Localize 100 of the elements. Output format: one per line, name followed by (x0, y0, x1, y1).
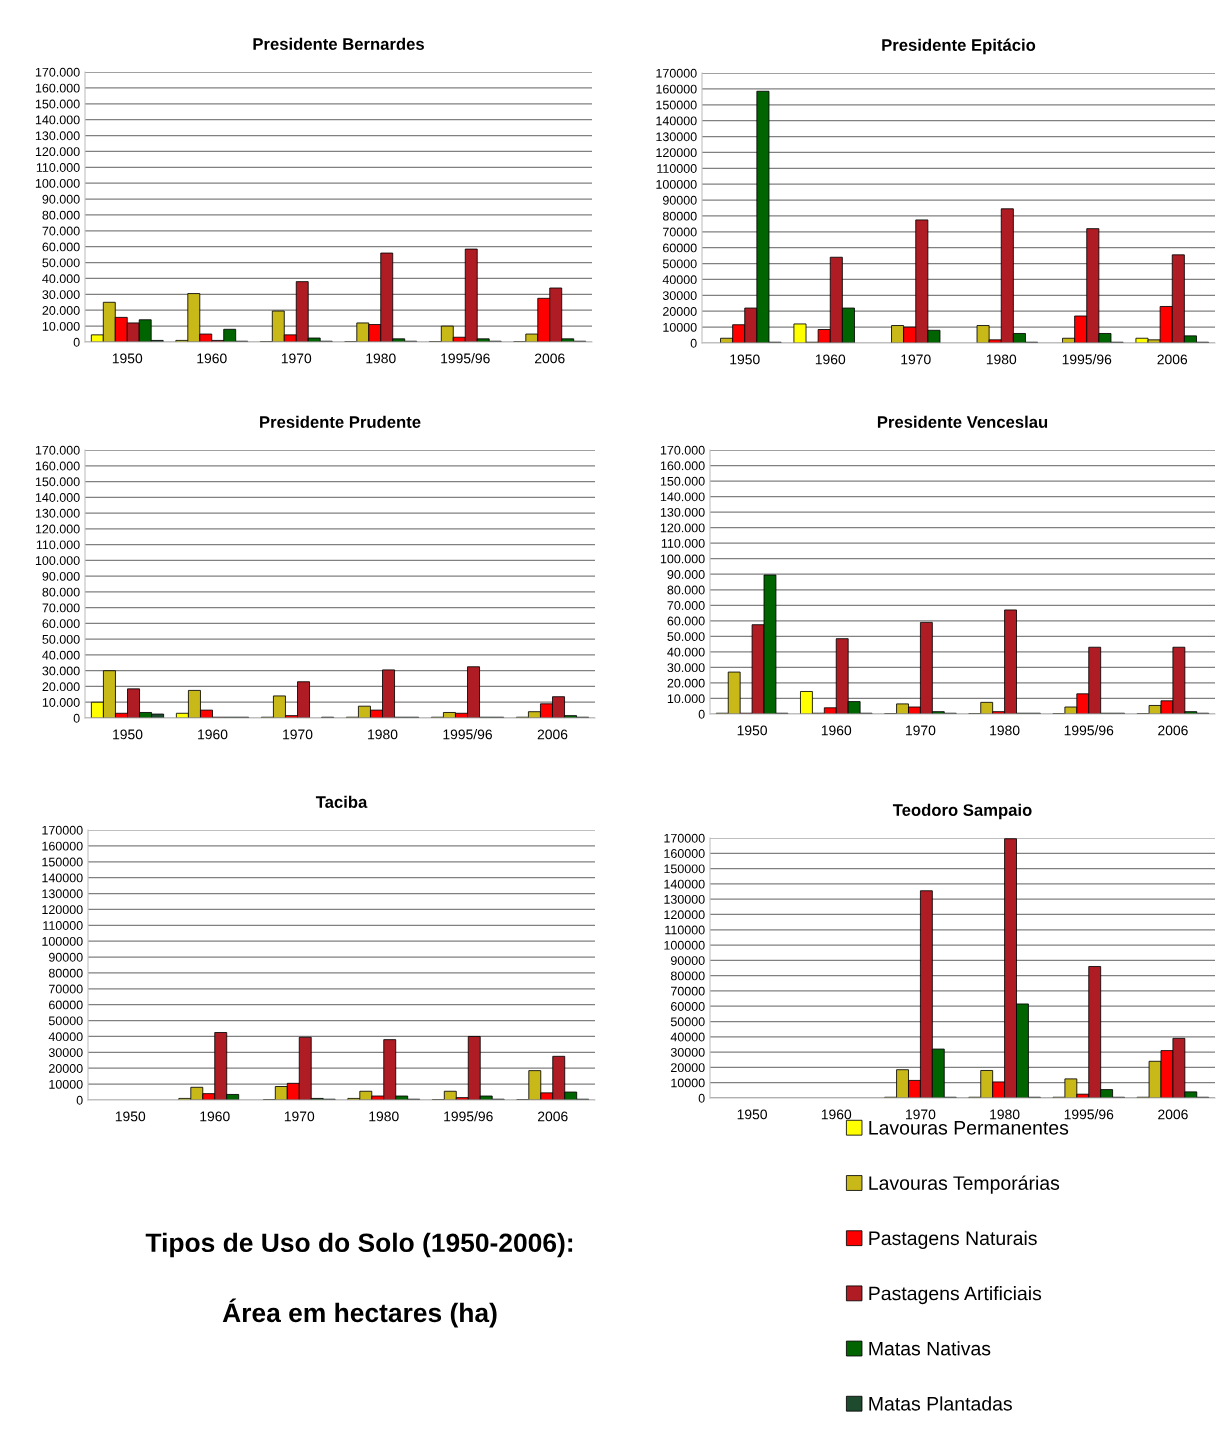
y-tick-label: 120000 (664, 910, 705, 920)
y-tick-label: 130000 (656, 132, 697, 142)
x-tick-label: 1995/96 (443, 729, 492, 740)
y-tick-label: 40000 (662, 275, 697, 285)
y-tick-label: 30000 (48, 1048, 83, 1058)
y-tick-label: 90000 (48, 952, 83, 962)
y-tick-label: 150000 (42, 857, 83, 867)
y-tick-label: 110.000 (36, 163, 80, 172)
x-tick-label: 1995/96 (1064, 1109, 1114, 1120)
y-tick-label: 30000 (670, 1047, 705, 1057)
y-tick-label: 0 (690, 338, 697, 348)
y-tick-label: 60000 (49, 1000, 83, 1010)
x-tick-label: 1950 (112, 353, 143, 364)
y-tick-label: 100.000 (660, 554, 705, 564)
x-tick-label: 2006 (535, 353, 565, 364)
y-tick-label: 90000 (670, 956, 705, 966)
x-tick-label: 1960 (821, 1109, 852, 1120)
y-tick-label: 150000 (656, 100, 697, 110)
y-tick-label: 100000 (664, 940, 705, 950)
x-tick-label: 1970 (901, 354, 931, 365)
y-tick-label: 70000 (49, 984, 83, 994)
x-tick-label: 1980 (990, 725, 1020, 736)
x-tick-label: 2006 (537, 729, 568, 740)
y-tick-label: 50.000 (667, 632, 705, 642)
y-tick-label: 100000 (42, 936, 83, 946)
y-tick-label: 40000 (48, 1032, 83, 1042)
y-tick-label: 60.000 (667, 616, 705, 626)
y-tick-label: 110000 (657, 164, 697, 173)
y-tick-label: 110000 (665, 925, 705, 935)
x-tick-label: 1980 (368, 729, 398, 740)
y-tick-label: 140000 (42, 873, 83, 883)
y-tick-label: 170.000 (35, 67, 80, 77)
y-tick-label: 150.000 (35, 477, 80, 487)
y-tick-label: 20000 (663, 307, 697, 316)
y-tick-label: 140000 (656, 116, 697, 126)
y-tick-label: 160.000 (35, 461, 80, 471)
y-tick-label: 40.000 (667, 647, 705, 657)
y-tick-label: 140000 (664, 879, 705, 889)
x-tick-label: 1970 (906, 1109, 936, 1120)
x-tick-label: 1995/96 (1064, 725, 1114, 736)
x-tick-label: 2006 (538, 1111, 568, 1122)
y-tick-label: 10000 (671, 1078, 705, 1088)
y-tick-label: 40000 (670, 1032, 705, 1042)
x-tick-label: 2006 (1157, 354, 1188, 365)
y-tick-label: 60.000 (42, 619, 80, 629)
y-tick-label: 70.000 (667, 601, 705, 610)
y-tick-label: 80.000 (667, 585, 705, 595)
x-tick-label: 1995/96 (1062, 354, 1112, 365)
y-tick-label: 10.000 (42, 698, 80, 707)
y-tick-label: 160.000 (35, 83, 80, 93)
y-tick-label: 100000 (656, 179, 697, 189)
chart-title: Presidente Prudente (260, 415, 421, 428)
y-tick-label: 50000 (670, 1017, 705, 1027)
y-tick-label: 30.000 (667, 663, 705, 673)
y-tick-label: 70.000 (42, 226, 80, 236)
y-tick-label: 80.000 (42, 587, 80, 597)
y-tick-label: 70000 (663, 227, 697, 237)
x-tick-label: 1960 (198, 729, 228, 740)
y-tick-label: 120000 (42, 905, 83, 915)
y-tick-label: 90.000 (667, 570, 705, 579)
y-tick-label: 160.000 (660, 461, 705, 471)
y-tick-label: 20000 (49, 1064, 83, 1073)
x-tick-label: 1960 (197, 353, 227, 364)
y-tick-label: 80000 (670, 971, 705, 981)
legend-label: Matas Nativas (869, 1341, 991, 1356)
y-tick-label: 130000 (42, 889, 83, 899)
y-tick-label: 90.000 (42, 571, 80, 581)
y-tick-label: 130.000 (660, 507, 705, 517)
y-tick-label: 170000 (42, 825, 83, 835)
y-tick-label: 140.000 (35, 115, 80, 125)
y-tick-label: 150000 (664, 864, 705, 874)
y-tick-label: 50000 (48, 1016, 83, 1026)
x-tick-label: 1960 (200, 1111, 230, 1122)
text: Tipos de Uso do Solo (1950-2006): (145, 1232, 573, 1258)
y-tick-label: 40.000 (42, 274, 80, 284)
y-tick-label: 10000 (663, 322, 697, 332)
x-tick-label: 1950 (113, 729, 143, 740)
y-tick-label: 130000 (664, 894, 705, 904)
y-tick-label: 60000 (663, 243, 697, 253)
y-tick-label: 80000 (48, 968, 83, 978)
y-tick-label: 150.000 (660, 476, 705, 486)
x-tick-label: 1950 (730, 354, 760, 365)
y-tick-label: 170000 (664, 833, 705, 843)
y-tick-label: 120.000 (660, 523, 705, 533)
y-tick-label: 100.000 (35, 556, 80, 566)
y-tick-label: 160000 (42, 841, 83, 851)
y-tick-label: 50.000 (42, 258, 80, 268)
x-tick-label: 1970 (906, 725, 936, 736)
chart-title: Presidente Venceslau (877, 415, 1048, 428)
chart-title: Taciba (315, 795, 368, 808)
y-tick-label: 0 (73, 337, 80, 347)
legend-label: Pastagens Naturais (869, 1230, 1037, 1249)
chart-title: Presidente Bernardes (253, 37, 424, 50)
y-tick-label: 160000 (656, 84, 697, 94)
y-tick-label: 70.000 (42, 603, 80, 613)
legend-label: Pastagens Artificiais (869, 1286, 1042, 1305)
y-tick-label: 130.000 (35, 508, 80, 518)
y-tick-label: 80.000 (42, 210, 80, 220)
chart-title: Presidente Epitácio (882, 38, 1036, 55)
x-tick-label: 1995/96 (441, 353, 490, 364)
